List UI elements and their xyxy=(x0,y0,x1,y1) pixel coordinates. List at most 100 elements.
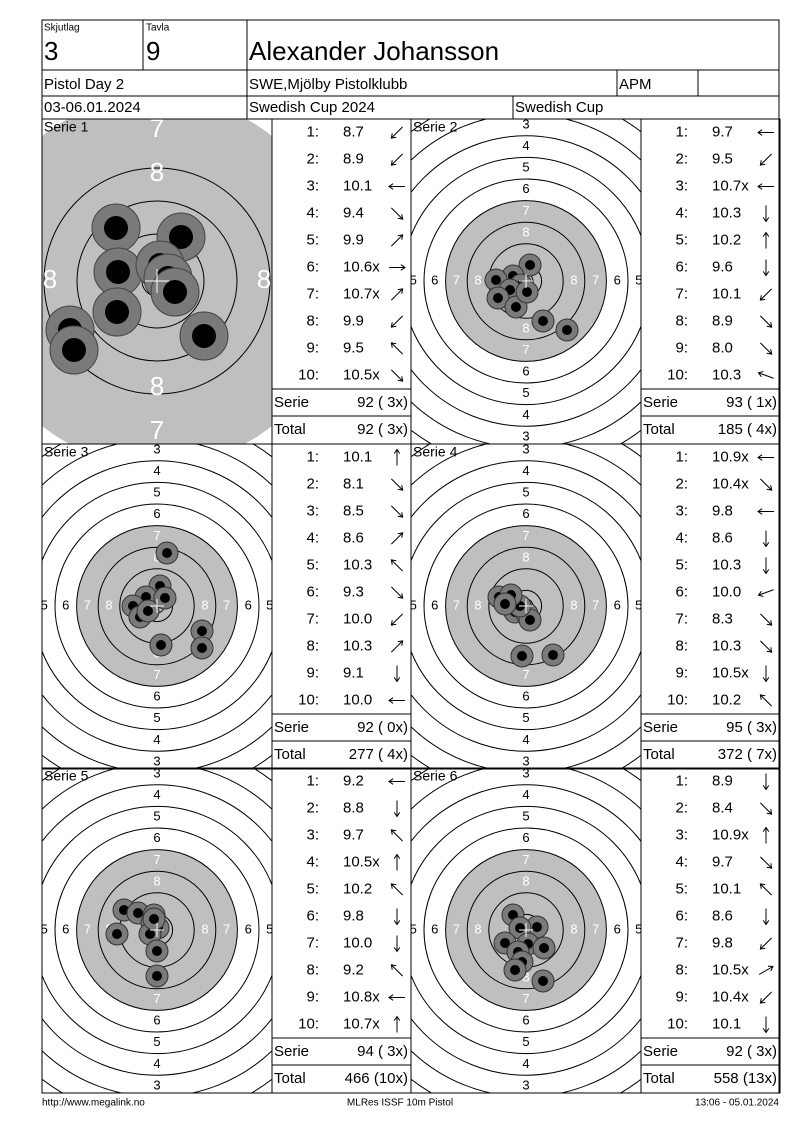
serie-score: 94 ( 3x) xyxy=(357,1043,408,1060)
direction-arrow xyxy=(388,778,405,785)
ring-label: 4 xyxy=(388,921,395,936)
shot-score: 10.0 xyxy=(343,610,372,627)
ring-label: 8 xyxy=(570,597,577,612)
ring-label: 6 xyxy=(245,921,252,936)
direction-arrow xyxy=(393,665,401,683)
shot-hole-core xyxy=(197,643,207,653)
ring-label: 8 xyxy=(522,873,529,888)
direction-arrow xyxy=(390,829,404,842)
shot-score: 10.3 xyxy=(712,556,741,573)
shot-number: 2: xyxy=(306,475,319,492)
shot-score: 10.0 xyxy=(343,934,372,951)
serie-title: Serie 6 xyxy=(413,768,458,784)
ring-label: 6 xyxy=(431,597,438,612)
shot-number: 9: xyxy=(306,988,319,1005)
shot-number: 7: xyxy=(675,610,688,627)
ring-label: 6 xyxy=(62,921,69,936)
ring xyxy=(76,200,238,362)
shot-score: 9.3 xyxy=(343,583,364,600)
shot-hole-core xyxy=(160,593,170,603)
shot-hole-core xyxy=(500,599,510,609)
ring-label: 4 xyxy=(522,138,529,153)
shot-hole-core xyxy=(133,908,143,918)
ring-label: 4 xyxy=(388,597,395,612)
ring-label: 7 xyxy=(522,528,529,543)
direction-arrow xyxy=(759,802,773,815)
direction-arrow xyxy=(389,264,406,271)
ring xyxy=(411,784,641,1076)
ring-label: 6 xyxy=(153,830,160,845)
shot-hole-core xyxy=(539,943,549,953)
serie-label: Serie xyxy=(643,394,678,411)
shot-score: 10.2 xyxy=(712,691,741,708)
ring xyxy=(42,784,272,1076)
footer-url[interactable]: http://www.megalink.no xyxy=(42,1098,145,1109)
shot-hole-core xyxy=(562,325,572,335)
ring-label: 4 xyxy=(388,272,395,287)
ring-label: 6 xyxy=(522,689,529,704)
serie-score: 92 ( 3x) xyxy=(357,394,408,411)
shot-number: 2: xyxy=(306,799,319,816)
direction-arrow xyxy=(759,694,773,707)
ring xyxy=(42,481,272,731)
shot-score: 10.3 xyxy=(712,204,741,221)
ring xyxy=(54,827,260,1033)
ring-label: 8 xyxy=(150,371,164,401)
shot-hole-core xyxy=(522,287,532,297)
ring-label: 8 xyxy=(105,597,112,612)
direction-arrow xyxy=(762,259,770,277)
center-cross xyxy=(519,274,533,288)
shot-hole-core xyxy=(145,929,155,939)
shot-number: 9: xyxy=(675,988,688,1005)
direction-arrow xyxy=(393,1015,401,1033)
shot-score: 10.6x xyxy=(343,258,380,275)
direction-arrow xyxy=(390,315,404,328)
center-cross xyxy=(145,269,169,293)
shot-score: 10.4x xyxy=(712,988,749,1005)
ring-label: 3 xyxy=(153,1077,160,1092)
ring-label: 8 xyxy=(201,597,208,612)
shot-number: 5: xyxy=(675,880,688,897)
direction-arrow xyxy=(762,908,770,926)
serie-score: 95 ( 3x) xyxy=(726,719,777,736)
ring-label: 4 xyxy=(522,787,529,802)
ring-label: 5 xyxy=(41,921,48,936)
direction-arrow xyxy=(762,773,770,791)
direction-arrow xyxy=(390,964,404,977)
direction-arrow xyxy=(388,994,405,1001)
ring-label: 8 xyxy=(257,264,271,294)
direction-arrow xyxy=(390,613,404,626)
direction-arrow xyxy=(759,478,773,491)
shot-score: 10.3 xyxy=(343,556,372,573)
shot-number: 2: xyxy=(675,475,688,492)
shot-score: 8.9 xyxy=(343,150,364,167)
shot-score: 10.7x xyxy=(343,1015,380,1032)
direction-arrow xyxy=(759,315,773,328)
ring-label: 4 xyxy=(522,463,529,478)
ring-label: 5 xyxy=(153,809,160,824)
ring-label: 5 xyxy=(266,597,273,612)
shot-score: 10.5x xyxy=(712,664,749,681)
ring-label: 5 xyxy=(522,385,529,400)
shot-number: 9: xyxy=(675,664,688,681)
serie-score: 92 ( 3x) xyxy=(726,1043,777,1060)
direction-arrow xyxy=(390,532,404,545)
ring-label: 8 xyxy=(474,597,481,612)
ring xyxy=(445,849,607,1011)
ring-label: 7 xyxy=(453,921,460,936)
shot-score: 9.5 xyxy=(712,150,733,167)
shot-number: 5: xyxy=(306,231,319,248)
shot-hole-core xyxy=(510,965,520,975)
shot-hole-core xyxy=(525,260,535,270)
ring-label: 6 xyxy=(153,689,160,704)
serie-title: Serie 5 xyxy=(44,768,89,784)
ring-label: 8 xyxy=(570,272,577,287)
shot-hole-core xyxy=(112,929,122,939)
shot-number: 1: xyxy=(675,772,688,789)
direction-arrow xyxy=(759,856,773,869)
ring-label: 8 xyxy=(522,549,529,564)
shot-number: 2: xyxy=(675,799,688,816)
ring xyxy=(423,178,629,384)
ring-label: 3 xyxy=(522,428,529,443)
